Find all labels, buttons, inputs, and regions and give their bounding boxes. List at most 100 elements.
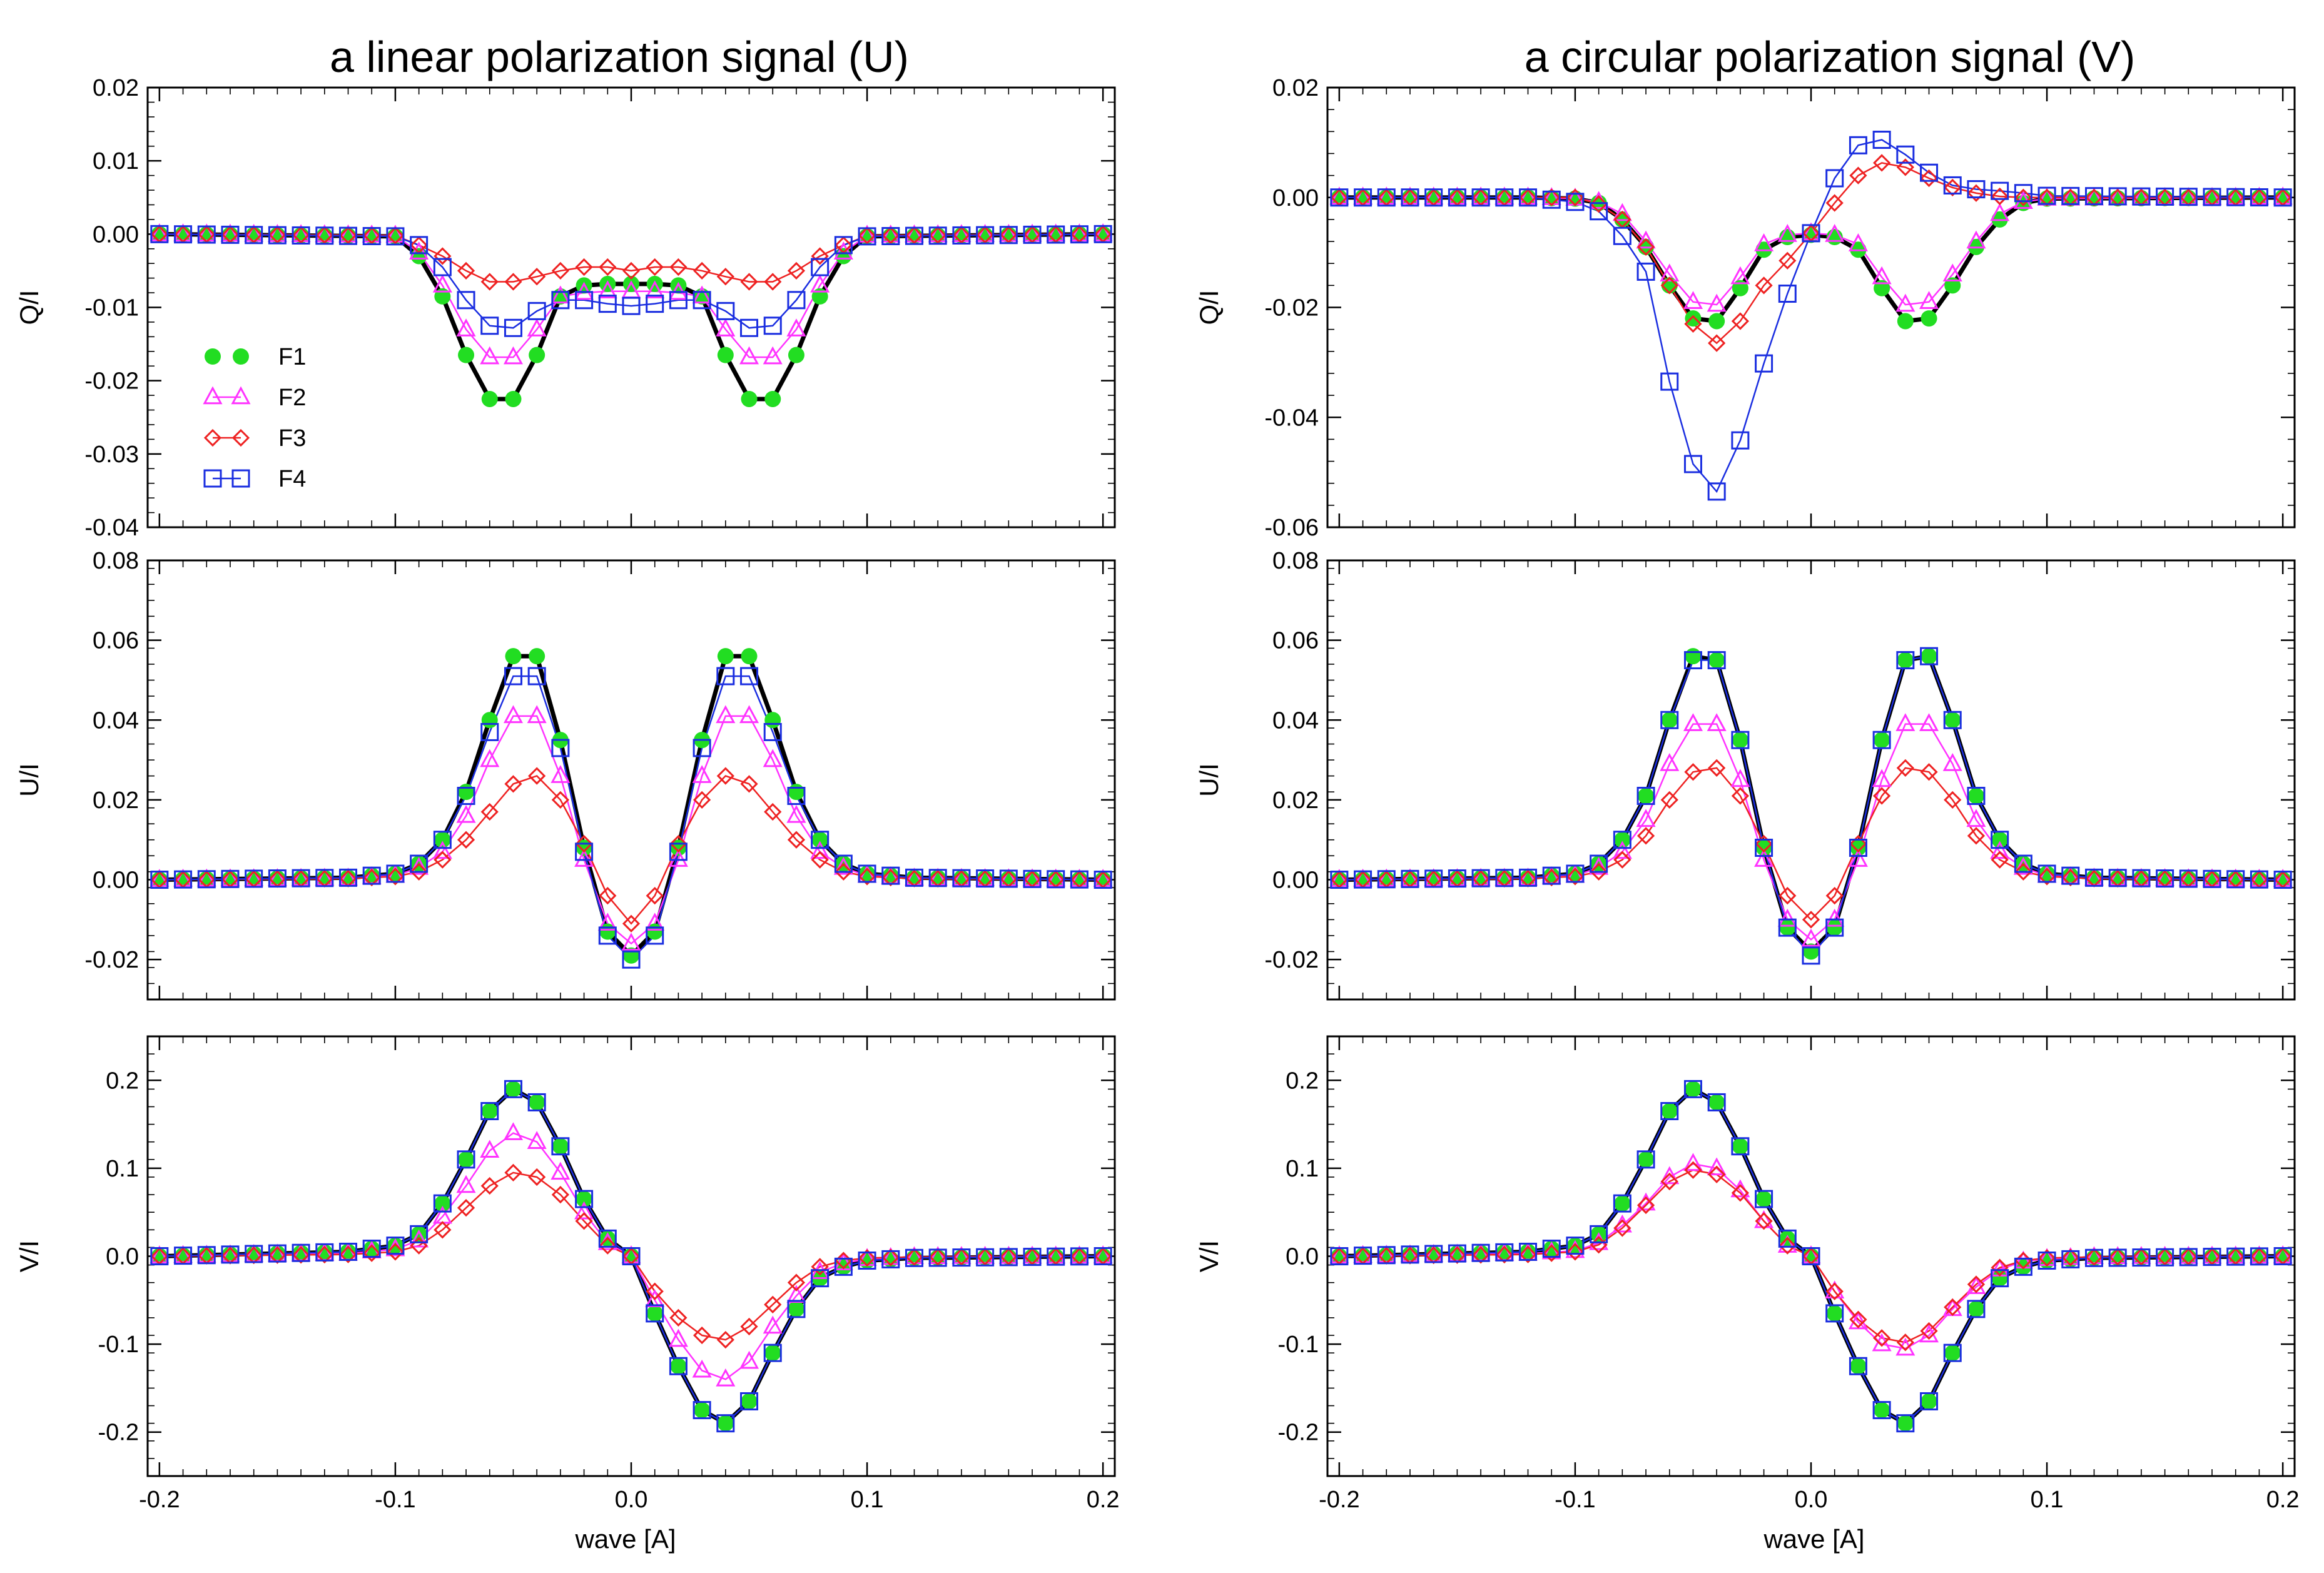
data-point-f4 [1070,870,1088,889]
data-point-f4 [1471,188,1490,207]
data-point-f4 [2156,1248,2174,1267]
data-point-f3 [551,261,569,280]
data-point-f2 [692,765,712,783]
data-point-f4 [1023,1248,1042,1267]
data-point-f3 [1613,1219,1631,1237]
data-point-f1 [2039,865,2056,882]
data-point-f2 [1494,186,1515,205]
data-point-f2 [1589,856,1609,875]
data-point-f4 [1448,188,1466,207]
data-point-f3 [2203,1247,2221,1266]
data-point-f3 [1636,238,1655,256]
data-point-f2 [786,1285,806,1303]
data-point-f3 [1543,1244,1561,1262]
data-point-f4 [1636,262,1655,281]
y-axis-label: U/I [14,763,44,797]
data-point-f4 [1354,188,1373,207]
data-point-f1 [410,248,427,265]
data-point-f4 [646,295,664,313]
data-point-f1 [1685,310,1702,327]
data-point-f3 [2179,1248,2198,1266]
data-point-f3 [1896,1333,1914,1352]
data-point-f3 [1755,1212,1773,1230]
data-point-f4 [1471,869,1490,888]
data-point-f1 [1708,1094,1725,1111]
data-point-f2 [2226,868,2246,887]
data-point-f1 [1850,839,1867,856]
series-line-f4 [1339,655,2283,957]
data-point-f2 [1329,186,1349,205]
data-point-f4 [1872,1401,1891,1420]
data-point-f3 [2061,1248,2079,1267]
x-tick-label: 0.2 [1087,1487,1120,1513]
data-point-f3 [363,868,381,887]
data-point-f4 [1330,188,1349,207]
data-point-f1 [1520,1243,1536,1260]
data-point-f1 [576,1191,592,1208]
data-point-f2 [621,1245,641,1263]
data-point-f4 [669,291,688,310]
data-point-f4 [2156,187,2174,206]
y-axis-label: V/I [1194,1240,1224,1272]
data-point-f3 [551,1185,569,1204]
series-line-f2 [159,233,1104,358]
data-point-f2 [1093,223,1113,241]
data-point-f1 [764,712,781,729]
series-line-f2 [159,715,1104,945]
data-point-f2 [338,867,358,886]
data-point-f1 [1826,1305,1843,1322]
data-point-f2 [975,224,995,242]
data-point-f3 [1873,1329,1891,1347]
data-point-f2 [2108,1246,2128,1264]
legend-marker-f3 [231,428,250,447]
legend-marker-f1 [233,348,249,365]
data-point-f3 [693,791,711,809]
data-point-f3 [1825,194,1844,212]
data-point-f2 [2131,1246,2151,1264]
data-point-f4 [2014,854,2032,873]
y-tick-label: 0.0 [1286,1244,1319,1270]
data-point-f3 [1825,886,1844,905]
data-point-f2 [267,867,287,886]
data-point-f2 [1518,867,1538,886]
data-point-f4 [598,295,617,313]
data-point-f3 [386,867,405,886]
panel-left-u: -0.02 0.00 0.02 0.04 0.06 0.08 U/I [14,548,1116,1001]
data-point-f1 [1685,648,1702,665]
data-point-f3 [716,268,734,286]
right-column-title: a circular polarization signal (V) [1525,33,2136,81]
data-point-f1 [458,1151,475,1168]
y-tick-label: 0.02 [93,75,139,101]
data-point-f4 [551,739,570,757]
data-point-f2 [975,1245,995,1264]
data-point-f2 [1022,223,1042,242]
data-point-f1 [1661,712,1678,729]
data-point-f4 [1519,1242,1538,1261]
data-point-f2 [1990,203,2010,221]
data-point-f2 [739,705,759,724]
data-point-f2 [1754,233,1774,251]
data-point-f3 [386,226,405,245]
data-point-f3 [1543,868,1561,887]
data-point-f4 [268,226,287,245]
data-point-f3 [575,1212,593,1230]
data-point-f4 [834,854,853,873]
data-point-f4 [1683,1080,1702,1098]
data-point-f2 [1471,867,1491,886]
data-point-f4 [1896,651,1915,670]
legend-marker-f1 [205,348,221,365]
y-tick-label: 0.08 [93,548,139,574]
data-point-f3 [787,831,806,849]
data-point-f4 [1401,869,1419,888]
data-point-f4 [245,1245,263,1263]
data-point-f2 [928,1246,948,1264]
data-point-f3 [1755,834,1773,853]
data-point-f2 [173,868,193,887]
data-point-f4 [1590,1225,1608,1243]
data-point-f4 [1991,831,2009,849]
data-point-f3 [551,791,569,809]
x-tick-label: 0.0 [1795,1487,1828,1513]
data-point-f4 [881,226,900,245]
data-point-f3 [811,247,829,265]
